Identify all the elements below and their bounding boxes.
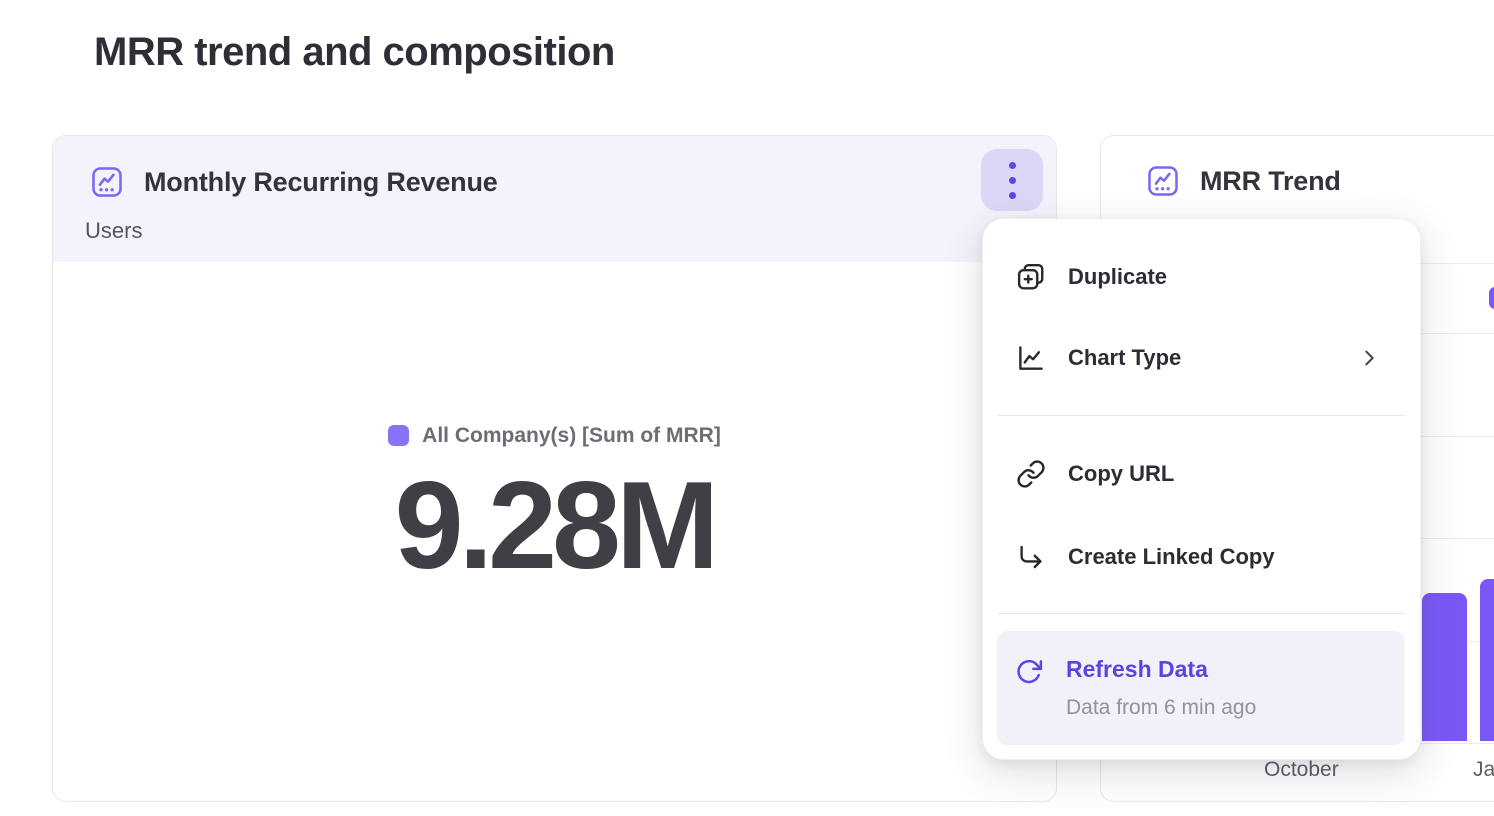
mrr-revenue-card: Monthly Recurring Revenue Users All Comp…: [52, 135, 1057, 802]
menu-divider: [998, 613, 1405, 614]
chart-icon: [92, 167, 122, 197]
menu-item-copy-url[interactable]: Copy URL: [999, 442, 1404, 506]
legend: All Company(s) [Sum of MRR]: [388, 424, 721, 448]
legend-label: All Company(s) [Sum of MRR]: [422, 423, 721, 447]
chart-icon: [1148, 166, 1178, 196]
link-icon: [1017, 460, 1045, 488]
legend-swatch: [388, 425, 410, 446]
menu-item-label: Refresh Data: [1066, 656, 1208, 682]
menu-item-label: Copy URL: [1068, 461, 1175, 486]
chart-type-icon: [1019, 346, 1043, 370]
card-title: Monthly Recurring Revenue: [144, 166, 498, 197]
menu-item-duplicate[interactable]: Duplicate: [999, 245, 1404, 309]
menu-item-create-linked-copy[interactable]: Create Linked Copy: [999, 525, 1404, 589]
menu-item-chart-type[interactable]: Chart Type: [999, 326, 1404, 390]
kebab-menu-button[interactable]: [981, 149, 1043, 211]
refresh-icon: [1017, 659, 1043, 684]
bar-october[interactable]: [1422, 593, 1467, 741]
bar-january[interactable]: [1480, 579, 1494, 741]
mrr-value: 9.28M: [394, 456, 720, 595]
menu-item-label: Create Linked Copy: [1068, 544, 1275, 569]
menu-item-label: Duplicate: [1068, 264, 1168, 289]
x-tick-label: Ja: [1473, 758, 1494, 781]
refresh-status-text: Data from 6 min ago: [1066, 696, 1257, 719]
legend-swatch: [1489, 287, 1494, 309]
mrr-card-body: All Company(s) [Sum of MRR] 9.28M: [53, 262, 1056, 801]
menu-item-label: Chart Type: [1068, 345, 1182, 370]
card-context-menu: Duplicate Chart Type Copy URL Create Lin…: [982, 218, 1421, 760]
page-title: MRR trend and composition: [94, 30, 615, 74]
corner-down-right-icon: [1020, 545, 1042, 569]
x-tick-label: October: [1264, 758, 1339, 781]
menu-item-refresh-data[interactable]: Refresh Data Data from 6 min ago: [997, 631, 1405, 745]
menu-divider: [998, 415, 1405, 416]
mrr-card-header: Monthly Recurring Revenue Users: [53, 136, 1056, 262]
duplicate-icon: [1017, 263, 1044, 290]
card-title: MRR Trend: [1200, 165, 1341, 196]
card-subtitle: Users: [85, 218, 143, 243]
kebab-icon: [1008, 161, 1016, 169]
chevron-right-icon: [1365, 350, 1374, 366]
